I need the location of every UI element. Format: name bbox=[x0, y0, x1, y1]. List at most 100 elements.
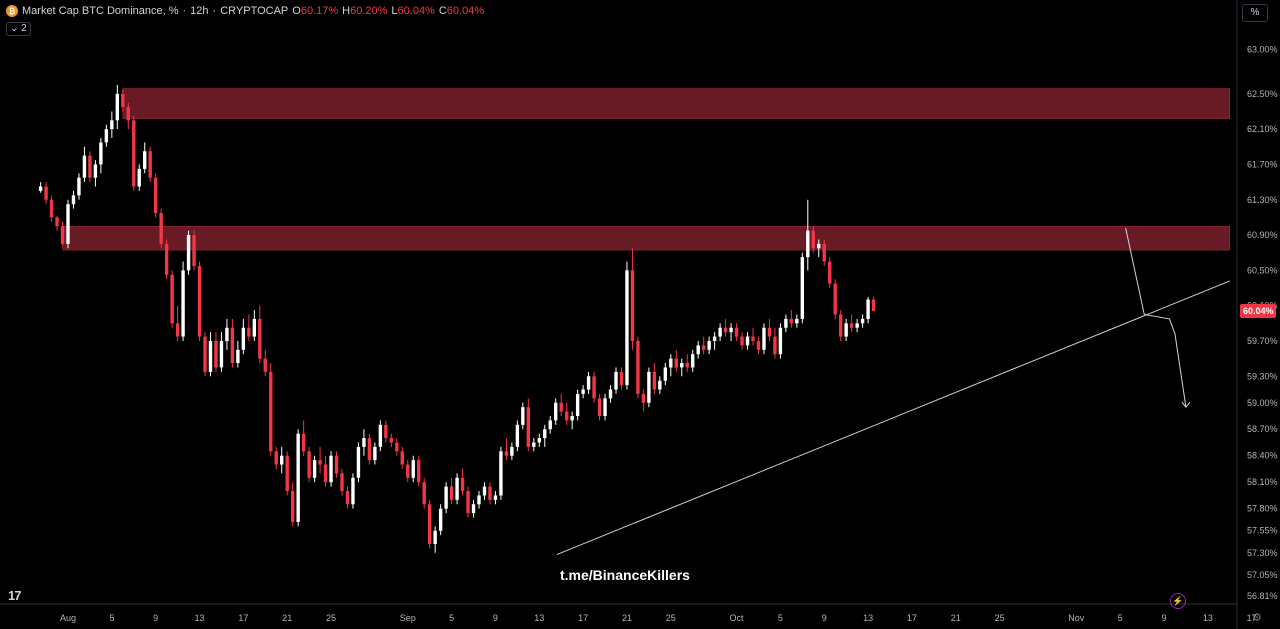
candle-body bbox=[356, 446, 361, 478]
candle-body bbox=[351, 477, 355, 505]
symbol-label[interactable]: Market Cap BTC Dominance, % bbox=[22, 5, 179, 17]
candle-body bbox=[471, 504, 476, 514]
candle-body bbox=[296, 433, 300, 522]
candle-body bbox=[214, 340, 218, 368]
resistance-zone-2 bbox=[62, 225, 1231, 251]
y-tick-label: 58.10% bbox=[1247, 477, 1278, 487]
x-tick-label: 5 bbox=[778, 613, 783, 623]
x-tick-label: Aug bbox=[60, 613, 76, 623]
candle-body bbox=[652, 371, 657, 390]
candle-body bbox=[838, 314, 843, 337]
candle-body bbox=[817, 243, 821, 249]
candle-body bbox=[455, 477, 459, 500]
gear-icon[interactable]: ⚙ bbox=[1252, 612, 1262, 624]
candle-body bbox=[844, 323, 848, 337]
candle-body bbox=[849, 323, 854, 328]
candle-body bbox=[855, 323, 859, 328]
y-tick-label: 61.70% bbox=[1247, 159, 1278, 169]
candle-body bbox=[564, 411, 569, 421]
candle-body bbox=[745, 336, 750, 346]
candle-body bbox=[499, 451, 503, 496]
candle-body bbox=[329, 455, 333, 483]
candle-body bbox=[608, 389, 613, 399]
ohlc-open: O60.17% bbox=[292, 5, 339, 17]
candle-body bbox=[734, 327, 739, 337]
bolt-icon[interactable]: ⚡ bbox=[1170, 593, 1186, 609]
interval-label[interactable]: 12h bbox=[190, 5, 209, 17]
candle-body bbox=[164, 243, 169, 275]
candle-body bbox=[658, 380, 662, 390]
x-tick-label: Sep bbox=[400, 613, 416, 623]
candle-body bbox=[252, 318, 257, 337]
last-price-tag bbox=[1240, 303, 1276, 318]
candle-body bbox=[767, 327, 772, 337]
y-tick-label: 62.50% bbox=[1247, 89, 1278, 99]
x-tick-label: 21 bbox=[282, 613, 292, 623]
candle-body bbox=[685, 363, 689, 368]
candle-body bbox=[537, 438, 541, 443]
candle-body bbox=[691, 354, 695, 368]
candle-body bbox=[197, 265, 202, 337]
x-tick-label: 9 bbox=[1161, 613, 1166, 623]
candle-body bbox=[773, 336, 777, 355]
candle-body bbox=[619, 371, 624, 386]
x-tick-label: 17 bbox=[907, 613, 917, 623]
candle-body bbox=[66, 204, 70, 244]
candle-body bbox=[636, 340, 640, 394]
candle-body bbox=[378, 424, 383, 447]
x-tick-label: Oct bbox=[730, 613, 745, 623]
candle-body bbox=[225, 327, 229, 341]
candle-body bbox=[460, 477, 465, 492]
x-tick-label: 5 bbox=[109, 613, 114, 623]
candle-body bbox=[647, 371, 651, 403]
candle-body bbox=[258, 318, 262, 359]
candle-body bbox=[532, 442, 536, 447]
indicators-toggle-button[interactable]: ⌄ 2 bbox=[6, 22, 31, 36]
candle-body bbox=[175, 323, 180, 337]
candle-body bbox=[778, 327, 783, 355]
candle-body bbox=[44, 186, 48, 200]
candle-body bbox=[263, 358, 267, 372]
candle-body bbox=[241, 327, 246, 350]
candle-body bbox=[389, 438, 394, 443]
y-tick-label: 56.81% bbox=[1247, 591, 1278, 601]
candle-body bbox=[707, 340, 711, 350]
percent-scale-button[interactable]: % bbox=[1242, 4, 1268, 22]
candle-body bbox=[137, 168, 141, 187]
ohlc-low: L60.04% bbox=[391, 5, 435, 17]
x-tick-label: 17 bbox=[238, 613, 248, 623]
tradingview-logo-icon[interactable]: 17 bbox=[8, 588, 22, 603]
candle-body bbox=[422, 482, 426, 505]
y-tick-label: 57.80% bbox=[1247, 504, 1278, 514]
candle-body bbox=[88, 155, 92, 178]
candle-body bbox=[614, 371, 618, 390]
candle-body bbox=[833, 283, 837, 315]
x-tick-label: 13 bbox=[863, 613, 873, 623]
candle-body bbox=[400, 451, 404, 465]
y-tick-label: 58.40% bbox=[1247, 451, 1278, 461]
y-tick-label: 60.50% bbox=[1247, 265, 1278, 275]
candle-body bbox=[60, 226, 65, 244]
watermark-text: t.me/BinanceKillers bbox=[560, 567, 690, 583]
candle-body bbox=[153, 177, 158, 213]
candle-body bbox=[186, 235, 191, 271]
last-price-label: 60.04% bbox=[1243, 306, 1274, 316]
x-tick-label: 13 bbox=[1203, 613, 1213, 623]
candle-body bbox=[789, 318, 794, 324]
y-tick-label: 60.90% bbox=[1247, 230, 1278, 240]
candle-body bbox=[570, 416, 574, 421]
candle-body bbox=[280, 455, 284, 465]
candle-body bbox=[729, 327, 733, 333]
candle-body bbox=[504, 451, 509, 456]
candle-body bbox=[477, 495, 481, 505]
ohlc-high: H60.20% bbox=[342, 5, 388, 17]
y-tick-label: 58.70% bbox=[1247, 424, 1278, 434]
candle-body bbox=[822, 243, 826, 262]
candle-body bbox=[384, 424, 388, 439]
candle-body bbox=[367, 438, 372, 461]
candle-body bbox=[510, 446, 514, 456]
candle-body bbox=[115, 93, 120, 121]
candle-body bbox=[301, 433, 306, 452]
x-tick-label: 17 bbox=[1247, 613, 1257, 623]
